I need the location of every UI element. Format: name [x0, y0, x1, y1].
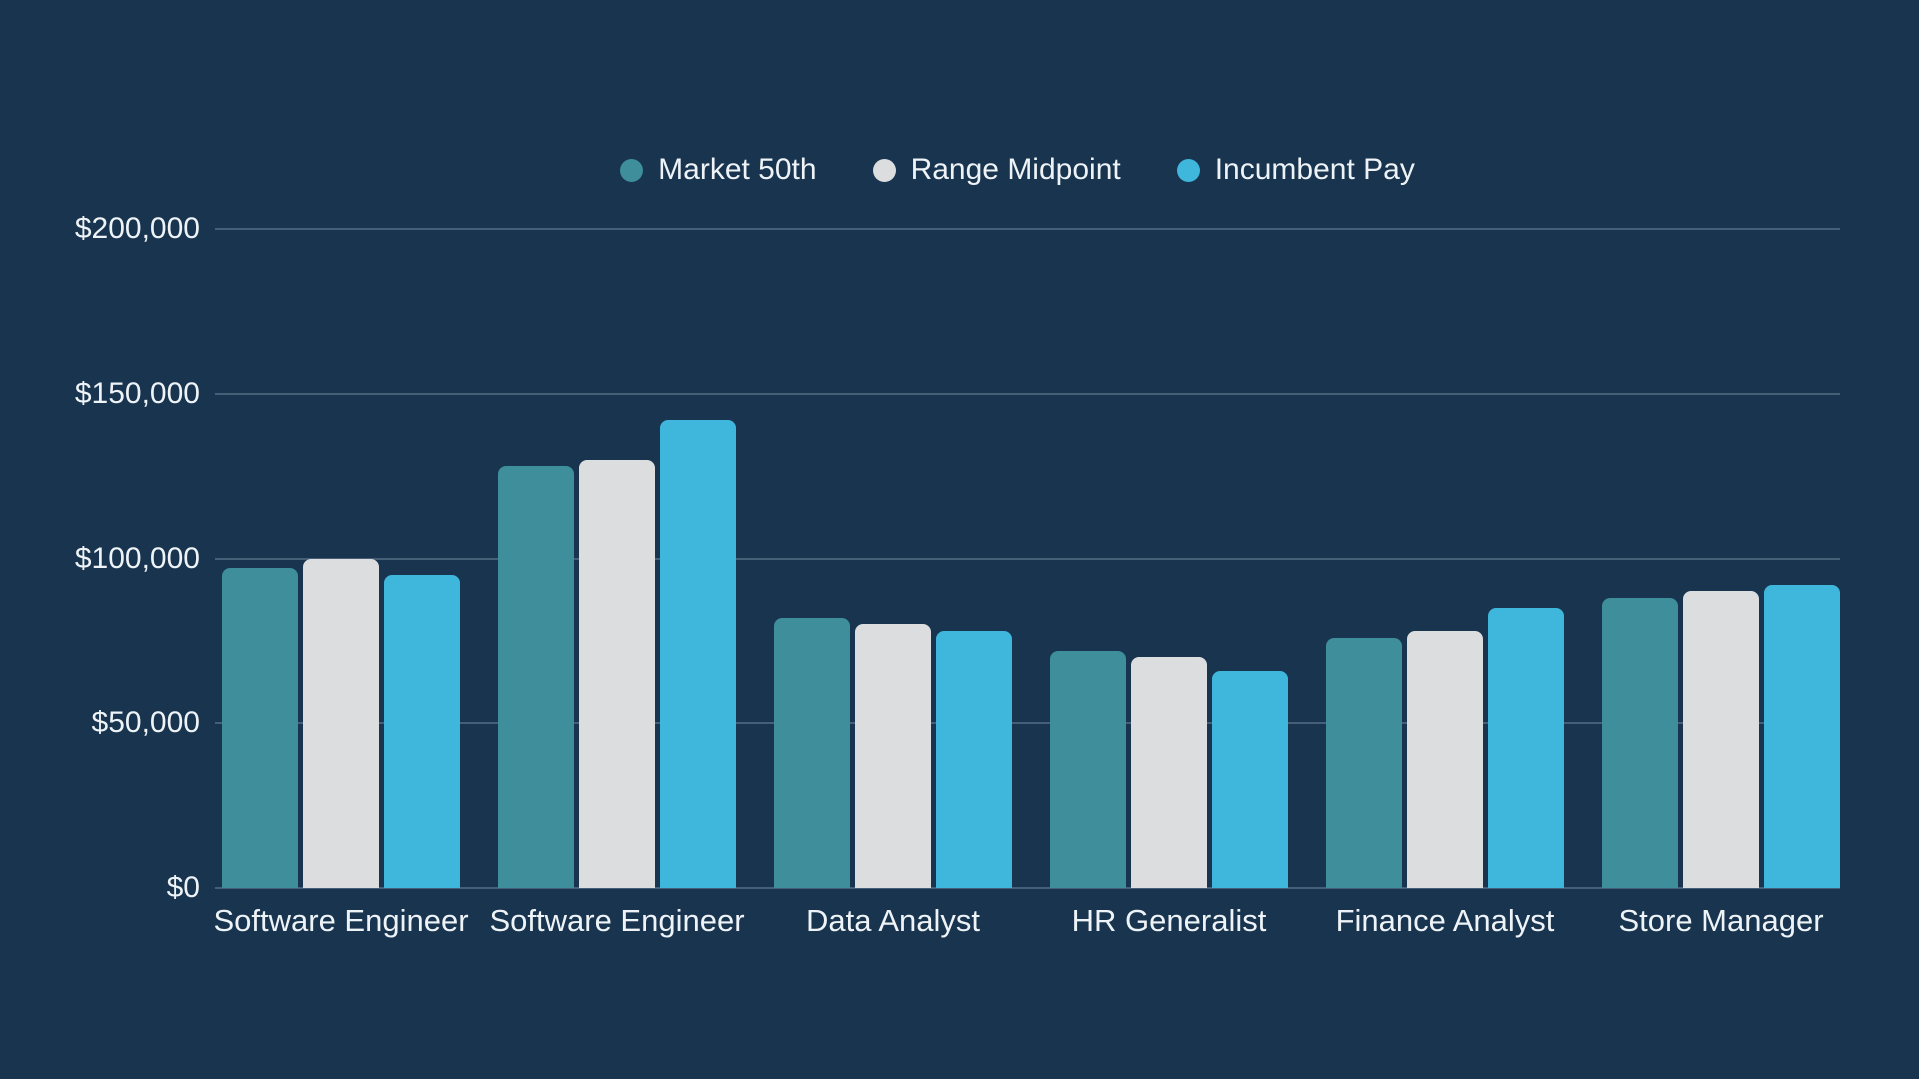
bar-range-midpoint: [855, 624, 931, 888]
bar-group: [1050, 229, 1288, 888]
bar-market-50th: [222, 568, 298, 888]
legend-dot-icon: [872, 158, 896, 182]
bar-range-midpoint: [1683, 591, 1759, 888]
bar-market-50th: [774, 617, 850, 888]
y-axis-tick-label: $0: [166, 871, 200, 904]
legend-dot-icon: [1176, 158, 1200, 182]
bar-market-50th: [1326, 637, 1402, 888]
legend-item: Range Midpoint: [872, 152, 1121, 188]
gridline: [215, 887, 1840, 889]
bar-incumbent-pay: [1488, 607, 1564, 888]
bar-range-midpoint: [1131, 657, 1207, 888]
x-axis-category-label: Data Analyst: [805, 903, 981, 938]
legend-item-label: Incumbent Pay: [1214, 153, 1415, 186]
y-axis-tick-label: $200,000: [74, 212, 200, 245]
y-axis-tick-label: $100,000: [74, 541, 200, 575]
bar-group: [774, 229, 1012, 888]
bar-range-midpoint: [579, 459, 655, 888]
bar-incumbent-pay: [1212, 670, 1288, 888]
chart-legend: Market 50th Range Midpoint Incumbent Pay: [58, 152, 1919, 188]
bar-range-midpoint: [1407, 631, 1483, 888]
bar-group: [498, 229, 736, 888]
bar-market-50th: [498, 466, 574, 888]
gridline: [215, 392, 1840, 395]
legend-dot-icon: [620, 158, 644, 182]
gridline: [215, 557, 1840, 560]
bar-range-midpoint: [303, 558, 379, 888]
bar-market-50th: [1602, 598, 1678, 888]
bar-incumbent-pay: [660, 420, 736, 888]
legend-item: Market 50th: [620, 152, 817, 188]
bar-market-50th: [1050, 650, 1126, 888]
bar-incumbent-pay: [936, 631, 1012, 888]
bar-group: [1602, 229, 1840, 888]
legend-item: Incumbent Pay: [1176, 152, 1415, 188]
x-axis-category-label: Software Engineer: [489, 903, 745, 938]
x-axis-category-label: Store Manager: [1618, 903, 1824, 938]
x-axis-category-label: Finance Analyst: [1335, 903, 1555, 938]
gridline: [215, 228, 1840, 230]
legend-item-label: Market 50th: [658, 153, 817, 186]
x-axis-category-label: Software Engineer: [213, 903, 469, 938]
y-axis-tick-label: $50,000: [91, 706, 200, 740]
plot-area: Software Engineer Software Engineer Data A…: [213, 228, 1840, 938]
legend-item-label: Range Midpoint: [910, 153, 1121, 186]
bar-group: [1326, 229, 1564, 888]
gridline: [215, 722, 1840, 725]
y-axis-tick-label: $150,000: [74, 376, 200, 410]
bar-incumbent-pay: [1764, 584, 1840, 888]
bar-incumbent-pay: [384, 574, 460, 888]
bar-group: [222, 229, 460, 888]
x-axis-category-label: HR Generalist: [1071, 903, 1267, 938]
